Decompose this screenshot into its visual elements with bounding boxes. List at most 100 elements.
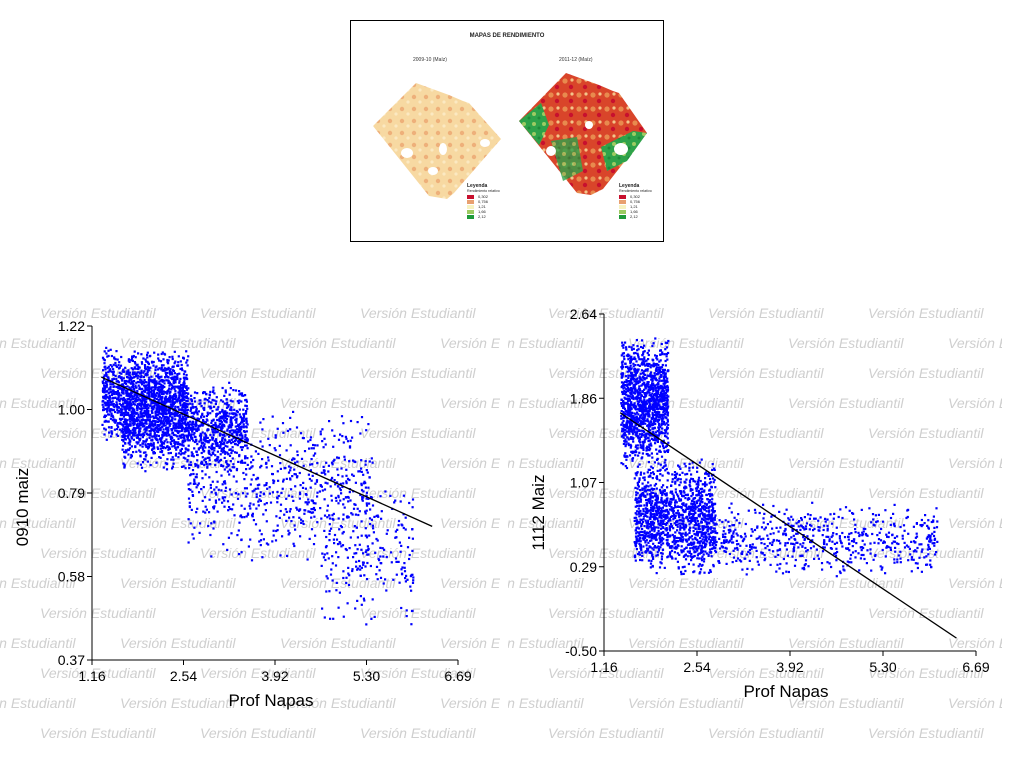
scatter-point — [367, 423, 370, 426]
scatter-point — [194, 406, 197, 409]
scatter-point — [161, 386, 164, 389]
scatter-point — [315, 480, 318, 483]
scatter-point — [316, 521, 319, 524]
scatter-point — [128, 360, 131, 363]
scatter-point — [251, 515, 254, 518]
scatter-point — [331, 476, 334, 479]
scatter-point — [135, 375, 138, 378]
scatter-point — [159, 429, 162, 432]
scatter-point — [113, 420, 116, 423]
scatter-point — [623, 386, 626, 389]
scatter-point — [656, 363, 659, 366]
scatter-point — [642, 414, 645, 417]
legend-swatch — [467, 214, 474, 219]
scatter-point — [241, 434, 244, 437]
scatter-point — [652, 409, 655, 412]
scatter-point — [165, 392, 168, 395]
legend-swatch — [467, 204, 474, 209]
scatter-point — [395, 573, 398, 576]
scatter-point — [285, 519, 288, 522]
scatter-point — [629, 437, 632, 440]
scatter-point — [149, 391, 152, 394]
watermark-text: Versión Estudiantil — [0, 695, 76, 711]
scatter-point — [652, 430, 655, 433]
scatter-point — [109, 348, 112, 351]
scatter-point — [224, 482, 227, 485]
scatter-point — [152, 386, 155, 389]
scatter-point — [151, 411, 154, 414]
scatter-point — [136, 377, 139, 380]
scatter-point — [127, 424, 130, 427]
scatter-point — [223, 480, 226, 483]
scatter-point — [124, 366, 127, 369]
watermark-text: Versión Estudiantil — [200, 725, 316, 740]
scatter-point — [644, 404, 647, 407]
scatter-point — [653, 393, 657, 396]
scatter-point — [200, 404, 203, 408]
scatter-point — [171, 417, 174, 420]
scatter-point — [364, 550, 367, 554]
scatter-point — [219, 422, 222, 425]
scatter-point — [244, 444, 247, 447]
watermark-text: Versión Estudiantil — [360, 425, 476, 441]
scatter-point — [178, 388, 181, 391]
scatter-point — [153, 452, 156, 455]
scatter-point — [239, 515, 242, 518]
scatter-point — [625, 380, 628, 383]
scatter-point — [238, 437, 242, 440]
scatter-point — [625, 397, 628, 400]
scatter-point — [237, 442, 240, 445]
scatter-point — [132, 411, 135, 414]
scatter-point — [150, 389, 153, 392]
scatter-point — [657, 366, 661, 369]
scatter-point — [167, 359, 170, 362]
scatter-point — [174, 407, 177, 410]
scatter-point — [302, 464, 305, 467]
scatter-point — [161, 430, 164, 434]
scatter-point — [647, 349, 650, 352]
scatter-point — [296, 450, 299, 453]
watermark-text: Versión Estudiantil — [708, 365, 824, 381]
scatter-point — [640, 433, 643, 436]
scatter-point — [661, 419, 664, 422]
scatter-point — [200, 434, 203, 437]
scatter-point — [225, 466, 228, 469]
scatter-point — [375, 573, 378, 576]
scatter-point — [253, 489, 256, 492]
scatter-point — [144, 403, 147, 406]
scatter-point — [646, 453, 649, 456]
scatter-point — [667, 405, 670, 408]
scatter-point — [271, 415, 274, 418]
scatter-point — [169, 438, 173, 441]
scatter-point — [105, 374, 108, 378]
scatter-point — [130, 416, 133, 419]
watermark-text: Versión Estudiantil — [280, 455, 396, 471]
scatter-point — [394, 536, 397, 539]
scatter-point — [360, 534, 363, 537]
scatter-point — [122, 425, 125, 428]
scatter-point — [125, 431, 128, 435]
scatter-point — [157, 353, 160, 356]
scatter-point — [340, 415, 344, 418]
scatter-point — [648, 443, 651, 446]
scatter-point — [244, 455, 247, 458]
scatter-point — [164, 433, 167, 436]
scatter-point — [133, 367, 136, 370]
scatter-point — [408, 553, 411, 557]
scatter-point — [199, 437, 202, 440]
scatter-point — [200, 423, 203, 426]
scatter-point — [123, 411, 126, 414]
scatter-point — [160, 442, 163, 446]
scatter-point — [182, 391, 185, 394]
scatter-point — [649, 372, 652, 376]
scatter-point — [108, 387, 111, 390]
scatter-point — [316, 462, 319, 465]
scatter-point — [166, 371, 169, 375]
scatter-point — [356, 536, 359, 539]
watermark-text: Versión Estudiantil — [788, 575, 904, 591]
scatter-point — [135, 393, 138, 397]
scatter-point — [162, 445, 165, 448]
scatter-point — [384, 490, 387, 493]
scatter-point — [664, 386, 667, 389]
scatter-point — [132, 451, 135, 454]
